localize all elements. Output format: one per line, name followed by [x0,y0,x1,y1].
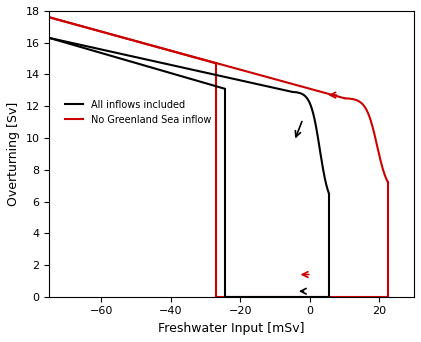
X-axis label: Freshwater Input [mSv]: Freshwater Input [mSv] [158,322,305,335]
Y-axis label: Overturning [Sv]: Overturning [Sv] [7,102,20,206]
Legend: All inflows included, No Greenland Sea inflow: All inflows included, No Greenland Sea i… [61,96,215,129]
